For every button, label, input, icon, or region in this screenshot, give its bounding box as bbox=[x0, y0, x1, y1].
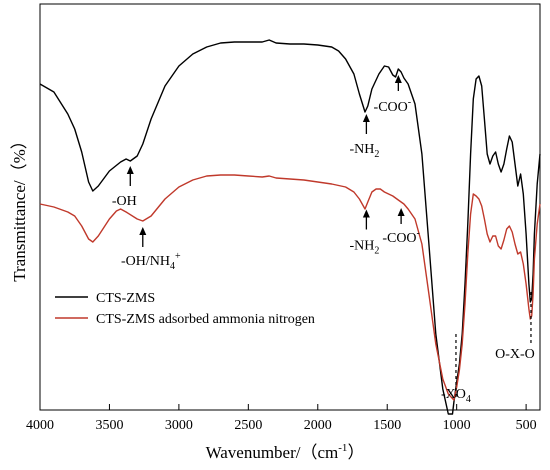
legend-label-cts-zms-ammonia: CTS-ZMS adsorbed ammonia nitrogen bbox=[96, 312, 315, 327]
x-tick-label: 2000 bbox=[304, 418, 332, 433]
arrow-head bbox=[139, 227, 147, 235]
x-tick-label: 1000 bbox=[443, 418, 471, 433]
annotation-label: -XO4 bbox=[441, 387, 471, 405]
x-tick-label: 3000 bbox=[165, 418, 193, 433]
annotation-label: -OH bbox=[112, 194, 137, 209]
annotation-label: -COO- bbox=[374, 97, 412, 115]
series-line-1 bbox=[39, 174, 541, 401]
x-ticks: 4000 3500 3000 2500 2000 1500 1000 500 bbox=[26, 404, 537, 433]
annotation-label: -OH/NH4+ bbox=[121, 251, 181, 272]
annotation-label: -COO- bbox=[382, 228, 420, 246]
x-axis-title: Wavenumber/（cm-1） bbox=[206, 442, 365, 462]
series-layer bbox=[39, 39, 541, 415]
x-tick-label: 2500 bbox=[234, 418, 262, 433]
arrow-head bbox=[362, 209, 370, 218]
arrow-head bbox=[397, 208, 405, 216]
arrow-head bbox=[362, 114, 370, 122]
arrow-head bbox=[394, 75, 402, 83]
annotation-label: O-X-O bbox=[495, 347, 535, 362]
x-tick-label: 4000 bbox=[26, 418, 54, 433]
series-line-0 bbox=[39, 39, 541, 415]
x-tick-label: 500 bbox=[516, 418, 537, 433]
x-tick-label: 3500 bbox=[95, 418, 123, 433]
legend: CTS-ZMS CTS-ZMS adsorbed ammonia nitroge… bbox=[55, 291, 315, 327]
y-axis-title: Transmittance/（%） bbox=[10, 132, 29, 282]
legend-label-cts-zms: CTS-ZMS bbox=[96, 291, 155, 306]
x-tick-label: 1500 bbox=[373, 418, 401, 433]
annotation-label: -NH2 bbox=[349, 142, 379, 160]
annotation-label: -NH2 bbox=[349, 239, 379, 257]
arrow-head bbox=[126, 166, 134, 174]
